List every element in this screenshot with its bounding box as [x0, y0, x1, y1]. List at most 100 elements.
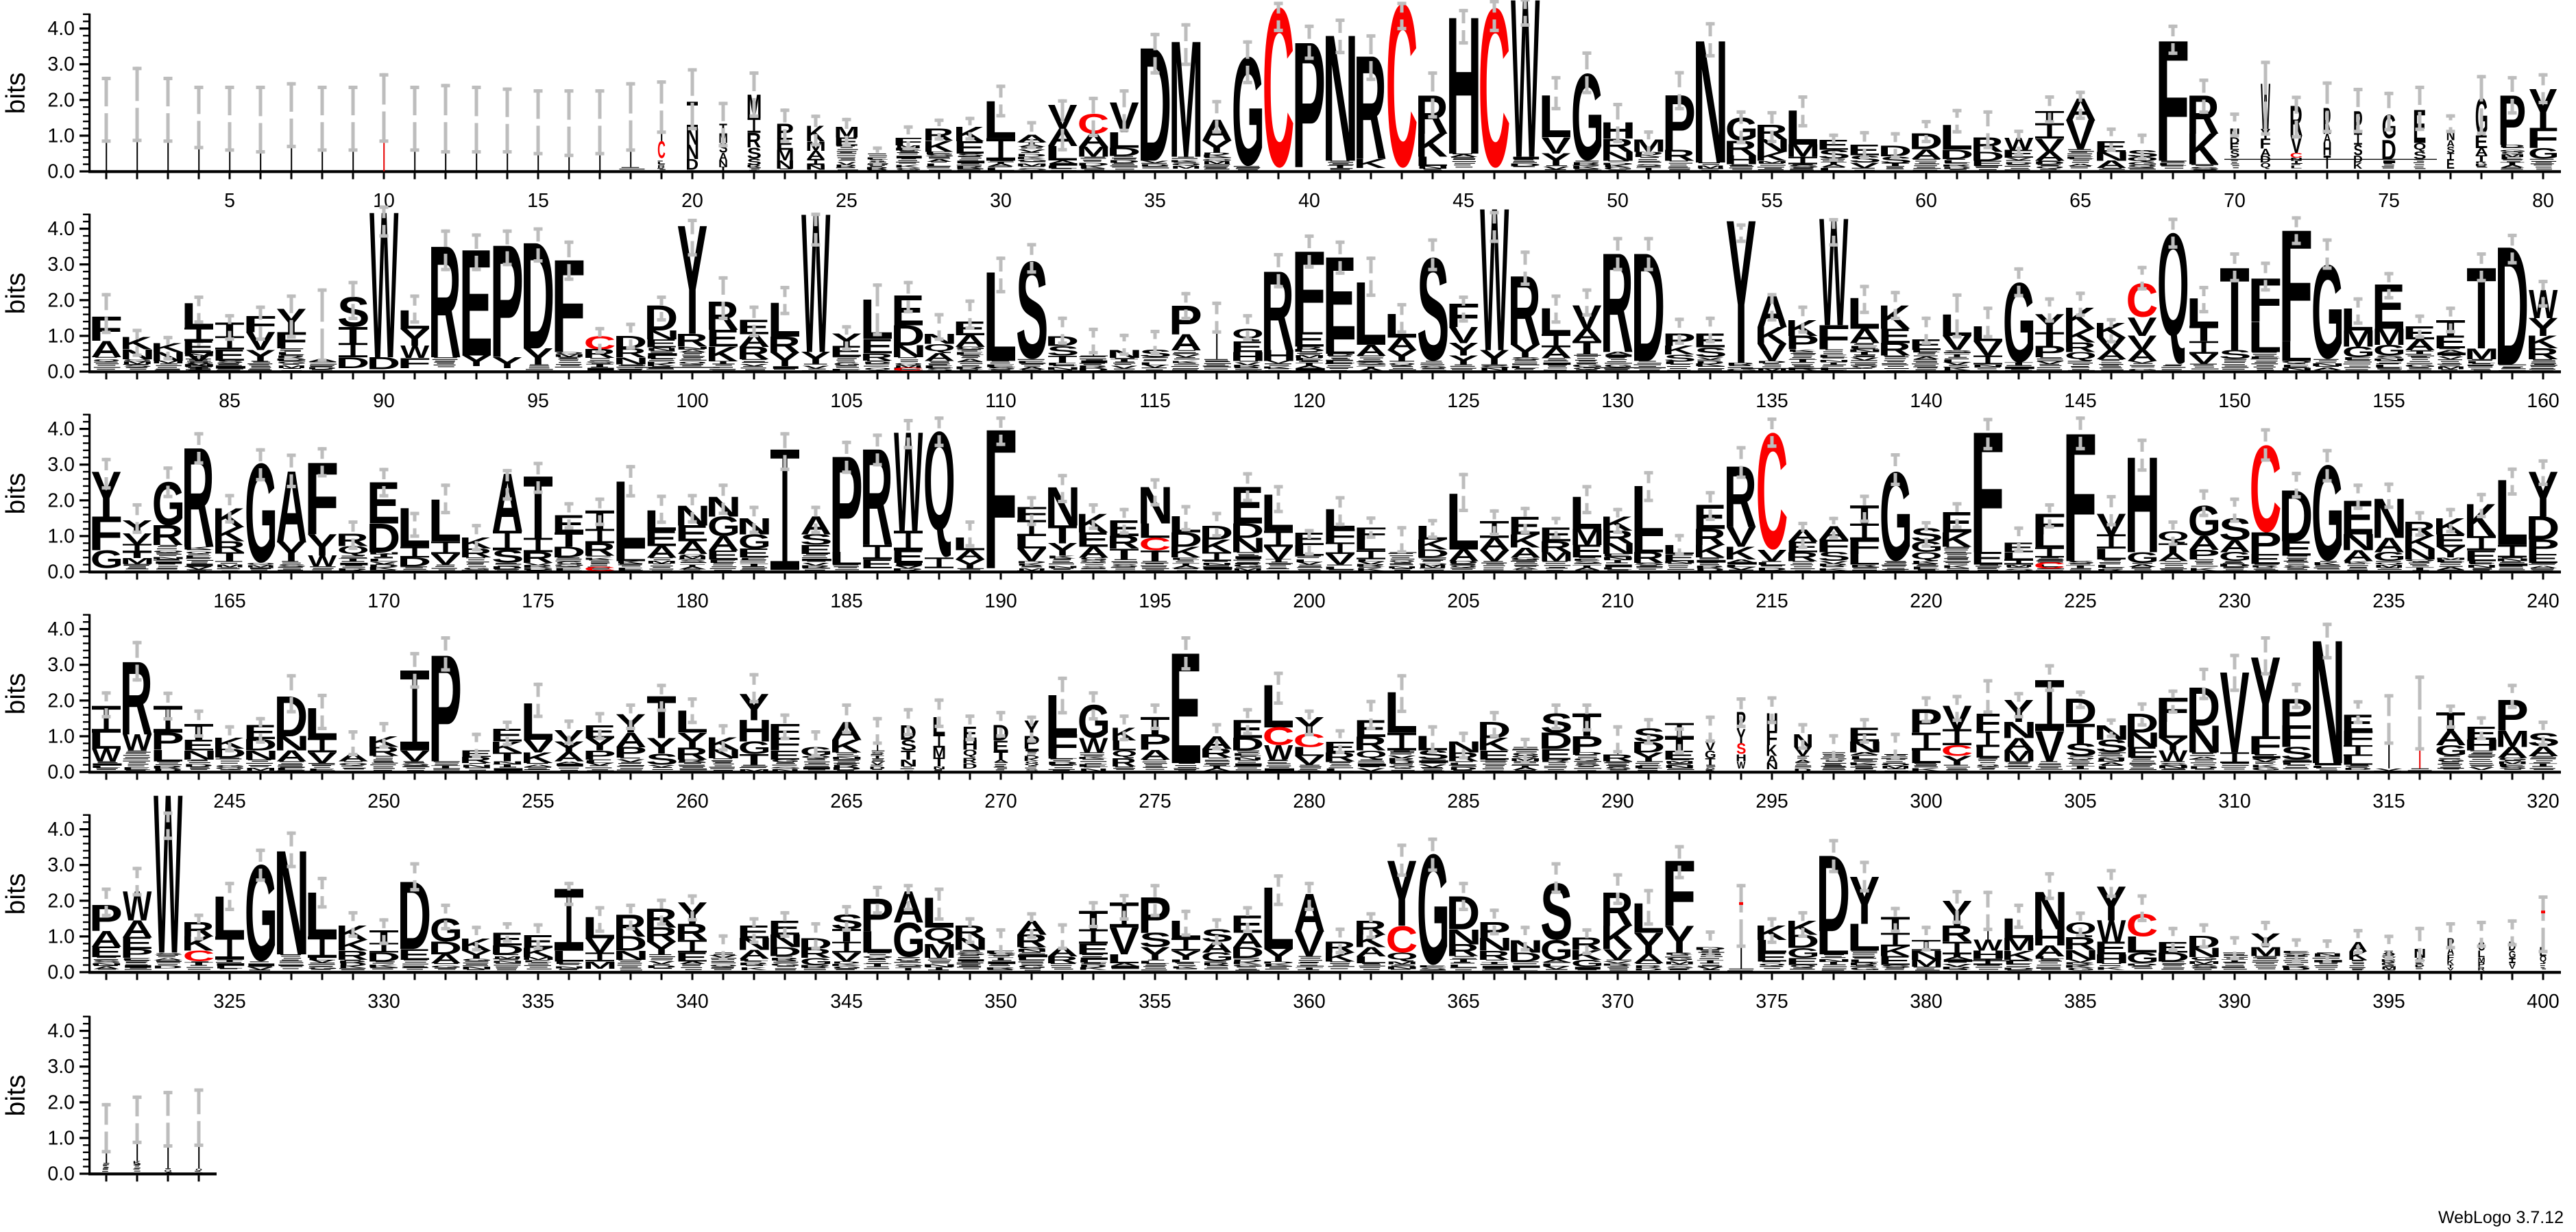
svg-text:2.0: 2.0 [47, 490, 75, 511]
svg-text:P: P [1169, 298, 1202, 343]
svg-text:R: R [860, 351, 893, 363]
svg-text:D: D [890, 319, 925, 352]
svg-text:285: 285 [1447, 790, 1480, 812]
svg-text:K: K [151, 341, 184, 355]
svg-text:S: S [1510, 357, 1542, 361]
svg-text:L: L [829, 548, 862, 568]
svg-text:Y: Y [307, 528, 337, 563]
svg-text:D: D [2033, 161, 2065, 165]
svg-text:K: K [894, 164, 921, 168]
svg-text:T: T [2405, 350, 2433, 354]
svg-text:M: M [738, 769, 771, 772]
svg-text:D: D [2475, 163, 2488, 167]
svg-text:R: R [2095, 568, 2125, 572]
svg-text:E: E [1016, 360, 1047, 363]
svg-text:A: A [2126, 347, 2158, 364]
svg-text:E: E [2342, 357, 2373, 361]
svg-text:S: S [1110, 564, 1139, 568]
svg-text:V: V [2127, 312, 2157, 341]
svg-text:G: G [1571, 364, 1603, 368]
svg-text:370: 370 [1601, 991, 1634, 1013]
svg-text:85: 85 [219, 390, 241, 412]
svg-text:E: E [2279, 537, 2313, 560]
svg-text:L: L [1941, 160, 1971, 164]
svg-text:D: D [1202, 152, 1231, 155]
svg-text:R: R [276, 355, 305, 359]
svg-text:K: K [706, 342, 738, 365]
svg-text:0.0: 0.0 [47, 161, 75, 183]
svg-text:V: V [1357, 561, 1385, 565]
svg-text:A: A [1170, 329, 1202, 355]
svg-text:W: W [1480, 166, 1509, 394]
svg-text:K: K [1415, 537, 1448, 553]
svg-text:D: D [1076, 162, 1110, 167]
svg-text:215: 215 [1755, 590, 1788, 612]
svg-text:Q: Q [1387, 765, 1416, 768]
svg-text:R: R [953, 366, 984, 370]
svg-text:L: L [1973, 744, 2000, 761]
svg-text:V: V [1757, 339, 1786, 367]
svg-text:N: N [2093, 149, 2129, 164]
svg-text:bits: bits [1, 673, 31, 715]
svg-text:D: D [1076, 367, 1109, 372]
svg-text:V: V [1543, 166, 1569, 170]
svg-text:385: 385 [2064, 991, 2097, 1013]
svg-text:Q: Q [2501, 151, 2525, 154]
svg-text:335: 335 [522, 991, 555, 1013]
svg-text:30: 30 [990, 190, 1012, 212]
svg-text:N: N [644, 328, 679, 342]
svg-text:W: W [154, 747, 182, 1001]
svg-text:H: H [2323, 138, 2332, 159]
svg-text:V: V [2128, 360, 2156, 363]
svg-text:D: D [685, 156, 698, 173]
svg-text:K: K [367, 566, 399, 570]
svg-text:395: 395 [2372, 991, 2405, 1013]
svg-text:230: 230 [2218, 590, 2251, 612]
svg-text:2.0: 2.0 [47, 89, 75, 111]
svg-text:155: 155 [2372, 390, 2405, 412]
svg-text:R: R [336, 568, 368, 572]
svg-text:G: G [738, 531, 771, 553]
svg-text:bits: bits [1, 873, 31, 915]
svg-text:R: R [2526, 345, 2559, 362]
svg-text:300: 300 [1910, 790, 1943, 812]
svg-text:R: R [1662, 147, 1695, 164]
svg-text:G: G [707, 511, 740, 542]
svg-text:I: I [2425, 352, 2479, 356]
svg-text:375: 375 [1755, 991, 1788, 1013]
svg-text:D: D [306, 366, 337, 370]
svg-text:bits: bits [1, 73, 31, 114]
svg-text:Y: Y [1047, 540, 1078, 560]
svg-text:G: G [955, 346, 986, 350]
svg-text:T: T [987, 161, 1014, 165]
svg-text:S: S [1942, 350, 1973, 353]
svg-text:55: 55 [1761, 190, 1783, 212]
svg-text:E: E [1230, 476, 1264, 535]
svg-text:R: R [151, 520, 184, 551]
svg-text:Q: Q [338, 762, 369, 766]
svg-text:Y: Y [770, 348, 800, 370]
svg-text:P: P [613, 744, 647, 761]
svg-text:G: G [2003, 260, 2036, 386]
svg-text:G: G [2499, 149, 2527, 152]
svg-text:185: 185 [830, 590, 863, 612]
svg-text:I: I [1501, 156, 1551, 160]
svg-text:A: A [926, 158, 953, 162]
svg-text:Q: Q [2260, 162, 2270, 169]
svg-text:E: E [2499, 156, 2525, 160]
svg-text:A: A [90, 336, 122, 362]
svg-text:Y: Y [2529, 77, 2557, 141]
svg-text:R: R [2187, 84, 2220, 146]
svg-text:4.0: 4.0 [47, 819, 75, 841]
svg-text:R: R [212, 538, 245, 555]
svg-text:S: S [2374, 354, 2404, 359]
svg-text:I: I [788, 558, 845, 561]
svg-text:F: F [1816, 317, 1850, 357]
svg-text:T: T [2447, 152, 2455, 161]
svg-text:Q: Q [1418, 562, 1448, 565]
svg-text:25: 25 [836, 190, 858, 212]
svg-text:E: E [891, 367, 925, 371]
svg-text:D: D [1695, 361, 1725, 365]
svg-text:A: A [1202, 768, 1232, 772]
svg-text:A: A [954, 332, 986, 350]
